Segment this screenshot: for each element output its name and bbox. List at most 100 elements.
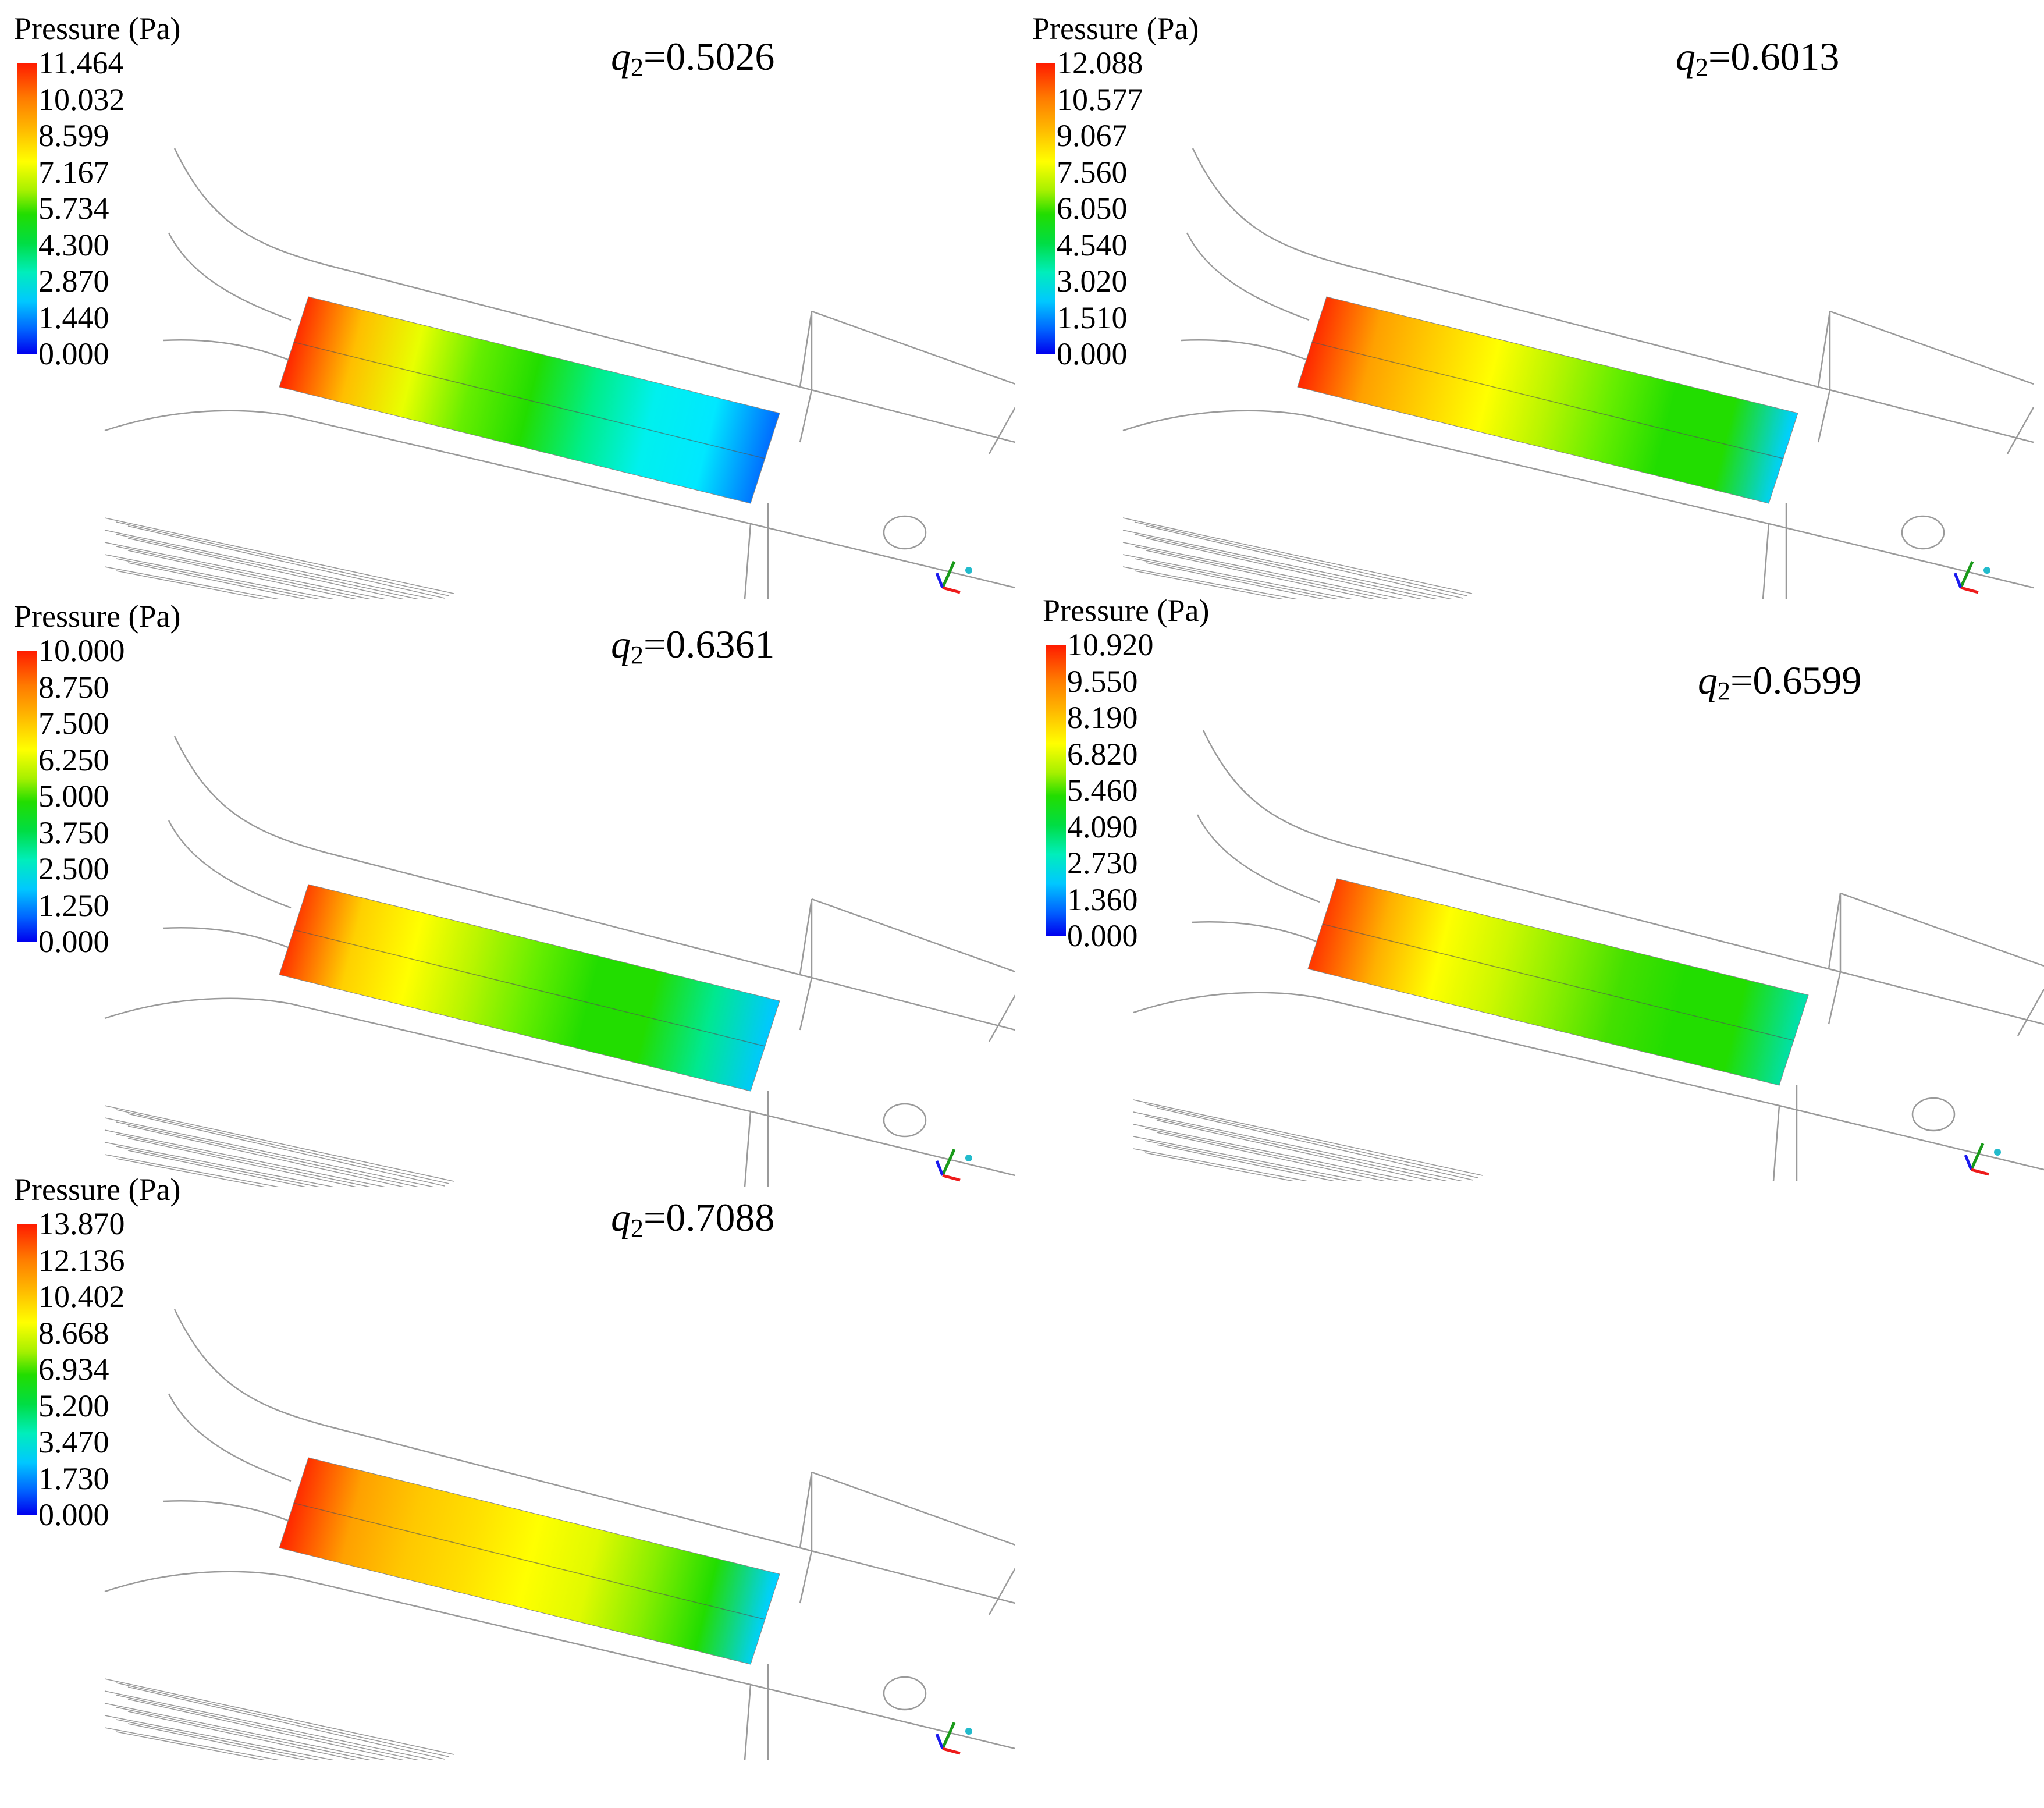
axis-triad-icon <box>935 560 972 594</box>
color-bar-ticks: 12.088 10.577 9.067 7.560 6.050 4.540 3.020 1.5… <box>1057 47 1173 370</box>
legend-title: Pressure (Pa) <box>1043 593 1210 628</box>
color-bar-ticks: 13.870 12.136 10.402 8.668 6.934 5.200 3.470 1.… <box>38 1208 155 1530</box>
flow-rate-label: q2=0.7088 <box>611 1195 774 1243</box>
q-value: =0.6361 <box>644 622 775 666</box>
tick-label: 6.250 <box>38 742 109 777</box>
tick-label: 8.750 <box>38 669 109 705</box>
tick-label: 7.500 <box>38 706 109 741</box>
tick-label: 5.734 <box>38 191 109 226</box>
tick-label: 9.067 <box>1057 118 1128 153</box>
legend-title: Pressure (Pa) <box>14 1172 181 1207</box>
tick-label: 4.540 <box>1057 227 1128 262</box>
tick-label: 12.088 <box>1057 45 1143 80</box>
tick-label: 3.020 <box>1057 264 1128 299</box>
outlet-circle <box>883 1103 927 1138</box>
geometry-view <box>1133 730 2044 1181</box>
q-subscript: 2 <box>631 53 644 81</box>
axis-triad-icon <box>1953 560 1990 594</box>
wireframe <box>1133 730 2044 1181</box>
flow-rate-label: q2=0.5026 <box>611 34 774 82</box>
wireframe <box>104 1309 1015 1760</box>
wireframe <box>1122 148 2034 599</box>
tick-label: 0.000 <box>38 336 109 371</box>
outlet-circle <box>1911 1097 1956 1132</box>
tick-label: 0.000 <box>38 1497 109 1532</box>
flow-rate-label: q2=0.6361 <box>611 621 774 670</box>
outlet-circle <box>883 1676 927 1711</box>
color-bar <box>1046 645 1066 936</box>
tick-label: 1.250 <box>38 887 109 923</box>
tick-label: 4.300 <box>38 227 109 262</box>
legend-title: Pressure (Pa) <box>1032 11 1199 46</box>
q-value: =0.5026 <box>644 34 775 79</box>
wireframe <box>104 736 1015 1187</box>
strip-midline <box>1322 923 1794 1041</box>
tick-label: 11.464 <box>38 45 124 80</box>
color-bar <box>17 651 37 942</box>
tick-label: 7.167 <box>38 154 109 190</box>
tick-label: 0.000 <box>1057 336 1128 371</box>
q-value: =0.6599 <box>1730 658 1862 702</box>
tick-label: 2.870 <box>38 264 109 299</box>
tick-label: 1.730 <box>38 1461 109 1496</box>
q-symbol: q <box>1676 34 1695 79</box>
tick-label: 5.000 <box>38 779 109 814</box>
geometry-view <box>1122 148 2034 599</box>
tick-label: 0.000 <box>38 924 109 959</box>
panel-3: Pressure (Pa) 10.000 8.750 7.500 6.250 5.000 3… <box>0 588 1015 1187</box>
q-subscript: 2 <box>631 1214 644 1242</box>
tick-label: 1.360 <box>1067 882 1138 917</box>
tick-label: 5.200 <box>38 1388 109 1423</box>
color-bar <box>17 1224 37 1515</box>
tick-label: 8.668 <box>38 1315 109 1351</box>
q-symbol: q <box>611 622 631 666</box>
q-symbol: q <box>611 34 631 79</box>
tick-label: 3.470 <box>38 1425 109 1459</box>
tick-label: 5.460 <box>1067 773 1138 808</box>
axis-triad-icon <box>935 1721 972 1755</box>
panel-2: Pressure (Pa) 12.088 10.577 9.067 7.560 6.050… <box>1018 0 2034 599</box>
flow-rate-label: q2=0.6013 <box>1676 34 1839 82</box>
tick-label: 6.820 <box>1067 736 1138 772</box>
tick-label: 0.000 <box>1067 918 1138 953</box>
color-bar <box>17 63 37 354</box>
tick-label: 1.510 <box>1057 300 1128 335</box>
color-bar-ticks: 10.920 9.550 8.190 6.820 5.460 4.090 2.730 1.36… <box>1067 629 1183 951</box>
strip-midline <box>293 929 766 1047</box>
q-subscript: 2 <box>1718 677 1730 705</box>
q-subscript: 2 <box>631 641 644 669</box>
tick-label: 10.402 <box>38 1279 125 1314</box>
outlet-circle <box>1901 515 1945 550</box>
strip-midline <box>293 342 766 459</box>
q-value: =0.7088 <box>644 1195 775 1239</box>
tick-label: 12.136 <box>38 1242 125 1278</box>
tick-label: 10.577 <box>1057 81 1143 117</box>
color-bar <box>1036 63 1055 354</box>
tick-label: 10.920 <box>1067 627 1154 662</box>
panel-1: Pressure (Pa) 11.464 10.032 8.599 7.167 5.734… <box>0 0 1015 599</box>
panel-4: Pressure (Pa) 10.920 9.550 8.190 6.820 5.460 4… <box>1029 582 2044 1181</box>
panel-5: Pressure (Pa) 13.870 12.136 10.402 8.668 6.93… <box>0 1161 1015 1760</box>
legend-title: Pressure (Pa) <box>14 11 181 46</box>
tick-label: 4.090 <box>1067 809 1138 844</box>
tick-label: 9.550 <box>1067 663 1138 699</box>
q-value: =0.6013 <box>1708 34 1840 79</box>
tick-label: 2.500 <box>38 851 109 886</box>
tick-label: 7.560 <box>1057 154 1128 190</box>
axis-triad-icon <box>1964 1142 2001 1176</box>
geometry-view <box>104 1309 1015 1760</box>
q-symbol: q <box>611 1195 631 1239</box>
tick-label: 6.050 <box>1057 191 1128 226</box>
tick-label: 1.440 <box>38 300 109 335</box>
tick-label: 3.750 <box>38 815 109 850</box>
flow-rate-label: q2=0.6599 <box>1698 658 1861 706</box>
q-symbol: q <box>1698 658 1718 702</box>
geometry-view <box>104 148 1015 599</box>
color-bar-ticks: 10.000 8.750 7.500 6.250 5.000 3.750 2.500 1.25… <box>38 635 155 957</box>
color-bar-ticks: 11.464 10.032 8.599 7.167 5.734 4.300 2.870 1.4… <box>38 47 155 370</box>
legend-title: Pressure (Pa) <box>14 599 181 634</box>
axis-triad-icon <box>935 1148 972 1182</box>
outlet-circle <box>883 515 927 550</box>
geometry-view <box>104 736 1015 1187</box>
strip-midline <box>1311 342 1784 459</box>
